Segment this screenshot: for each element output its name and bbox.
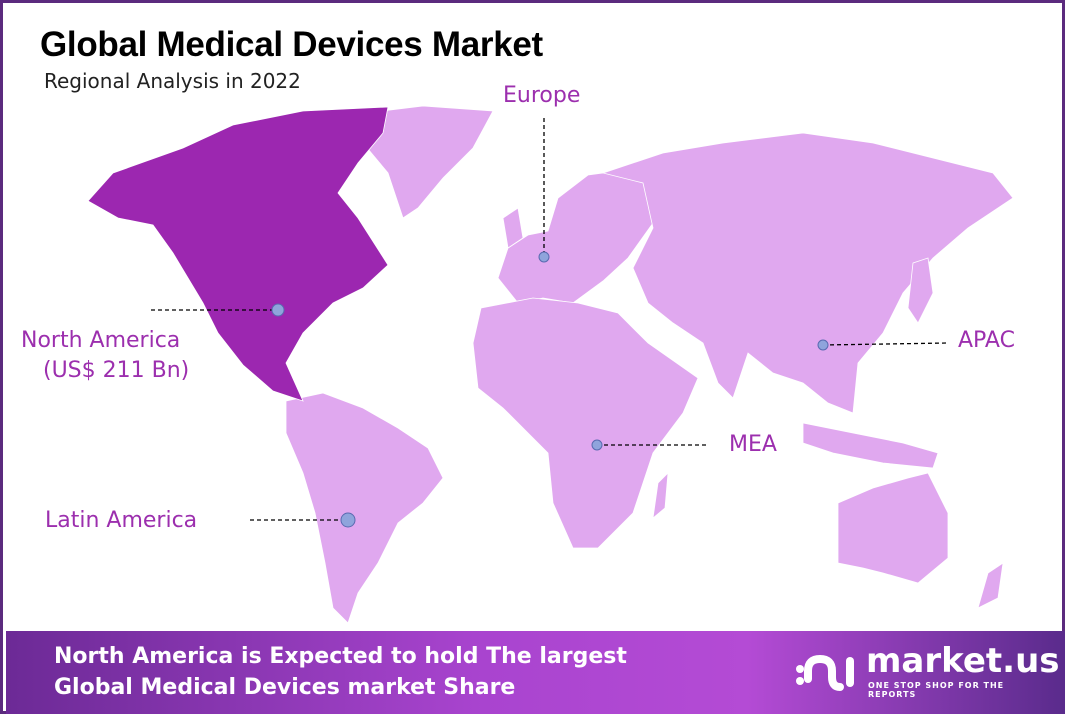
footer-banner: North America is Expected to hold The la… [6, 631, 1065, 714]
footer-line-2: Global Medical Devices market Share [54, 675, 516, 700]
label-mea: MEA [729, 432, 777, 457]
madagascar [652, 471, 669, 519]
australia [837, 472, 949, 584]
label-europe: Europe [503, 83, 581, 108]
north-america-marker [271, 303, 285, 317]
chart-subtitle: Regional Analysis in 2022 [44, 69, 301, 93]
label-north-america: North America [21, 328, 181, 353]
footer-text: North America is Expected to hold The la… [54, 641, 627, 703]
logo-mark-icon [796, 654, 854, 691]
asia [601, 132, 1014, 414]
africa [472, 297, 699, 549]
greenland [347, 105, 494, 219]
market-us-logo: market.us ONE STOP SHOP FOR THE REPORTS [796, 641, 1060, 699]
latin-america-marker [340, 512, 356, 528]
label-north-america-value: (US$ 211 Bn) [43, 358, 190, 383]
apac-marker [817, 339, 829, 351]
logo-name: market.us [866, 641, 1060, 681]
logo-tagline: ONE STOP SHOP FOR THE REPORTS [868, 681, 1005, 699]
europe-marker [538, 251, 550, 263]
north-america [87, 106, 389, 402]
mea-marker [591, 439, 603, 451]
new-zealand [977, 562, 1004, 609]
uk [502, 207, 524, 249]
south-america [285, 392, 444, 624]
label-latin-america: Latin America [45, 508, 198, 533]
chart-title: Global Medical Devices Market [40, 25, 543, 64]
label-apac: APAC [958, 328, 1015, 353]
indonesia [802, 422, 939, 469]
world-map [87, 105, 1014, 624]
footer-line-1: North America is Expected to hold The la… [54, 644, 627, 669]
japan [907, 257, 934, 324]
